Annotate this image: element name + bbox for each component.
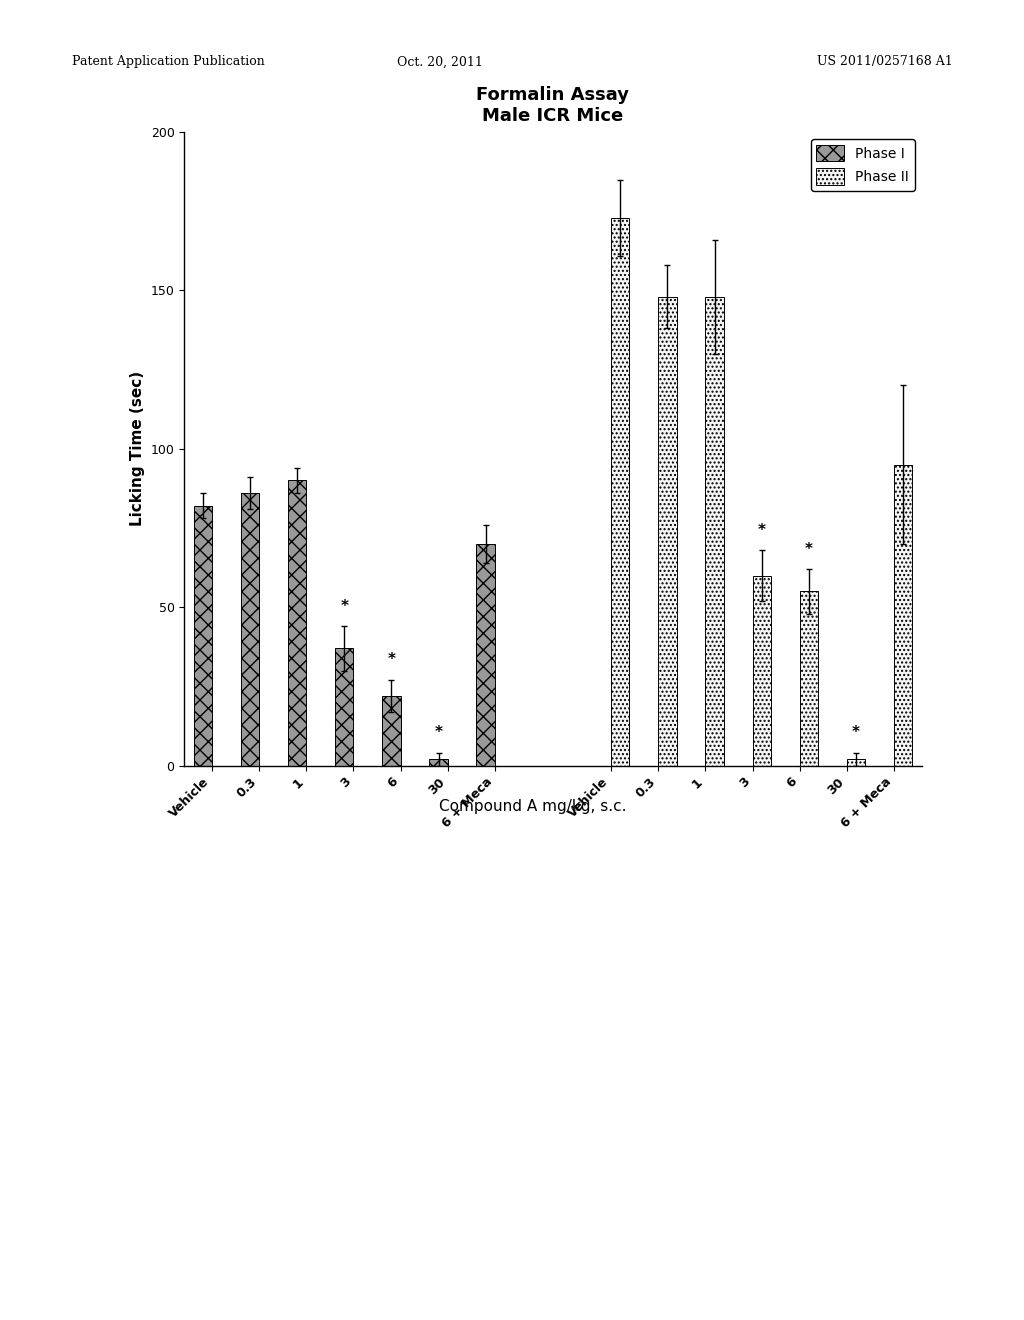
Bar bbox=[476, 544, 495, 766]
Text: *: * bbox=[434, 725, 442, 741]
Title: Formalin Assay
Male ICR Mice: Formalin Assay Male ICR Mice bbox=[476, 86, 630, 125]
Bar bbox=[753, 576, 771, 766]
Bar bbox=[335, 648, 353, 766]
Text: *: * bbox=[852, 725, 860, 741]
Bar bbox=[847, 759, 865, 766]
Text: Patent Application Publication: Patent Application Publication bbox=[72, 55, 264, 69]
Bar bbox=[706, 297, 724, 766]
Bar bbox=[611, 218, 630, 766]
Text: *: * bbox=[387, 652, 395, 668]
Text: *: * bbox=[758, 523, 766, 537]
Bar bbox=[429, 759, 447, 766]
Bar bbox=[894, 465, 912, 766]
Bar bbox=[194, 506, 212, 766]
Text: Oct. 20, 2011: Oct. 20, 2011 bbox=[397, 55, 483, 69]
Bar bbox=[800, 591, 818, 766]
Y-axis label: Licking Time (sec): Licking Time (sec) bbox=[130, 371, 145, 527]
Text: *: * bbox=[340, 598, 348, 614]
Text: *: * bbox=[805, 541, 813, 557]
Legend: Phase I, Phase II: Phase I, Phase II bbox=[811, 139, 914, 191]
Text: Compound A mg/kg, s.c.: Compound A mg/kg, s.c. bbox=[438, 799, 627, 813]
Bar bbox=[382, 696, 400, 766]
Text: US 2011/0257168 A1: US 2011/0257168 A1 bbox=[816, 55, 952, 69]
Bar bbox=[658, 297, 677, 766]
Bar bbox=[288, 480, 306, 766]
Bar bbox=[241, 494, 259, 766]
